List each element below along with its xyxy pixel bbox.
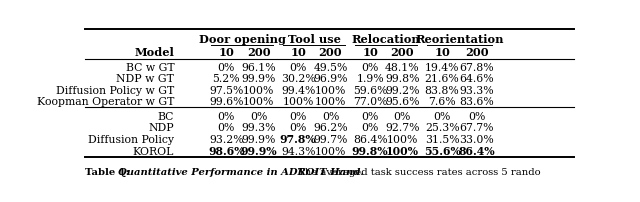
Text: Reorientation: Reorientation [415, 34, 504, 45]
Text: NDP w GT: NDP w GT [116, 74, 174, 84]
Text: 99.3%: 99.3% [241, 123, 276, 133]
Text: 10: 10 [434, 47, 450, 58]
Text: The averaged task success rates across 5 rando: The averaged task success rates across 5… [298, 167, 541, 176]
Text: 100%: 100% [386, 145, 419, 157]
Text: 99.6%: 99.6% [209, 96, 244, 106]
Text: 0%: 0% [322, 112, 339, 122]
Text: 67.7%: 67.7% [460, 123, 494, 133]
Text: 99.9%: 99.9% [241, 134, 276, 144]
Text: 10: 10 [218, 47, 234, 58]
Text: 0%: 0% [218, 123, 235, 133]
Text: 31.5%: 31.5% [425, 134, 460, 144]
Text: 93.3%: 93.3% [460, 85, 494, 95]
Text: 0%: 0% [433, 112, 451, 122]
Text: 98.6%: 98.6% [208, 145, 244, 157]
Text: 92.7%: 92.7% [385, 123, 420, 133]
Text: 19.4%: 19.4% [425, 63, 460, 73]
Text: 100%: 100% [315, 96, 346, 106]
Text: 96.1%: 96.1% [241, 63, 276, 73]
Text: 95.6%: 95.6% [385, 96, 420, 106]
Text: 99.8%: 99.8% [385, 74, 420, 84]
Text: 25.3%: 25.3% [425, 123, 460, 133]
Text: 30.2%: 30.2% [281, 74, 316, 84]
Text: 200: 200 [319, 47, 342, 58]
Text: 94.3%: 94.3% [281, 146, 316, 156]
Text: 96.9%: 96.9% [313, 74, 348, 84]
Text: Model: Model [134, 47, 174, 58]
Text: 21.6%: 21.6% [425, 74, 460, 84]
Text: 100%: 100% [282, 96, 314, 106]
Text: 100%: 100% [243, 85, 275, 95]
Text: 86.4%: 86.4% [458, 145, 495, 157]
Text: 99.8%: 99.8% [352, 145, 388, 157]
Text: 55.6%: 55.6% [424, 145, 461, 157]
Text: KOROL: KOROL [133, 146, 174, 156]
Text: Quantitative Performance in ADROIT Hand.: Quantitative Performance in ADROIT Hand. [118, 167, 364, 176]
Text: 77.0%: 77.0% [353, 96, 387, 106]
Text: 100%: 100% [387, 134, 418, 144]
Text: 10: 10 [291, 47, 306, 58]
Text: 99.4%: 99.4% [281, 85, 316, 95]
Text: 33.0%: 33.0% [460, 134, 494, 144]
Text: 49.5%: 49.5% [314, 63, 348, 73]
Text: 10: 10 [362, 47, 378, 58]
Text: 5.2%: 5.2% [212, 74, 240, 84]
Text: NDP: NDP [148, 123, 174, 133]
Text: 0%: 0% [250, 112, 268, 122]
Text: 1.9%: 1.9% [356, 74, 384, 84]
Text: Diffusion Policy w GT: Diffusion Policy w GT [56, 85, 174, 95]
Text: 0%: 0% [468, 112, 486, 122]
Text: 97.8%: 97.8% [280, 134, 317, 144]
Text: 100%: 100% [243, 96, 275, 106]
Text: Door opening: Door opening [199, 34, 286, 45]
Text: 83.6%: 83.6% [460, 96, 494, 106]
Text: 0%: 0% [362, 63, 379, 73]
Text: Table 1:: Table 1: [85, 167, 129, 176]
Text: 59.6%: 59.6% [353, 85, 387, 95]
Text: 200: 200 [390, 47, 414, 58]
Text: 0%: 0% [362, 123, 379, 133]
Text: 0%: 0% [289, 112, 307, 122]
Text: 0%: 0% [394, 112, 411, 122]
Text: 200: 200 [465, 47, 488, 58]
Text: 48.1%: 48.1% [385, 63, 420, 73]
Text: 0%: 0% [289, 123, 307, 133]
Text: 97.5%: 97.5% [209, 85, 243, 95]
Text: BC: BC [158, 112, 174, 122]
Text: 100%: 100% [315, 146, 346, 156]
Text: 64.6%: 64.6% [460, 74, 494, 84]
Text: 0%: 0% [289, 63, 307, 73]
Text: 0%: 0% [362, 112, 379, 122]
Text: 96.2%: 96.2% [313, 123, 348, 133]
Text: 83.8%: 83.8% [425, 85, 460, 95]
Text: Diffusion Policy: Diffusion Policy [88, 134, 174, 144]
Text: 99.9%: 99.9% [240, 145, 277, 157]
Text: 99.9%: 99.9% [241, 74, 276, 84]
Text: 7.6%: 7.6% [428, 96, 456, 106]
Text: 100%: 100% [315, 85, 346, 95]
Text: 0%: 0% [218, 63, 235, 73]
Text: Relocation: Relocation [352, 34, 420, 45]
Text: 0%: 0% [218, 112, 235, 122]
Text: Tool use: Tool use [288, 34, 340, 45]
Text: Koopman Operator w GT: Koopman Operator w GT [37, 96, 174, 106]
Text: 99.7%: 99.7% [314, 134, 348, 144]
Text: 67.8%: 67.8% [460, 63, 494, 73]
Text: 86.4%: 86.4% [353, 134, 387, 144]
Text: BC w GT: BC w GT [125, 63, 174, 73]
Text: 93.2%: 93.2% [209, 134, 244, 144]
Text: 200: 200 [247, 47, 270, 58]
Text: 99.2%: 99.2% [385, 85, 420, 95]
